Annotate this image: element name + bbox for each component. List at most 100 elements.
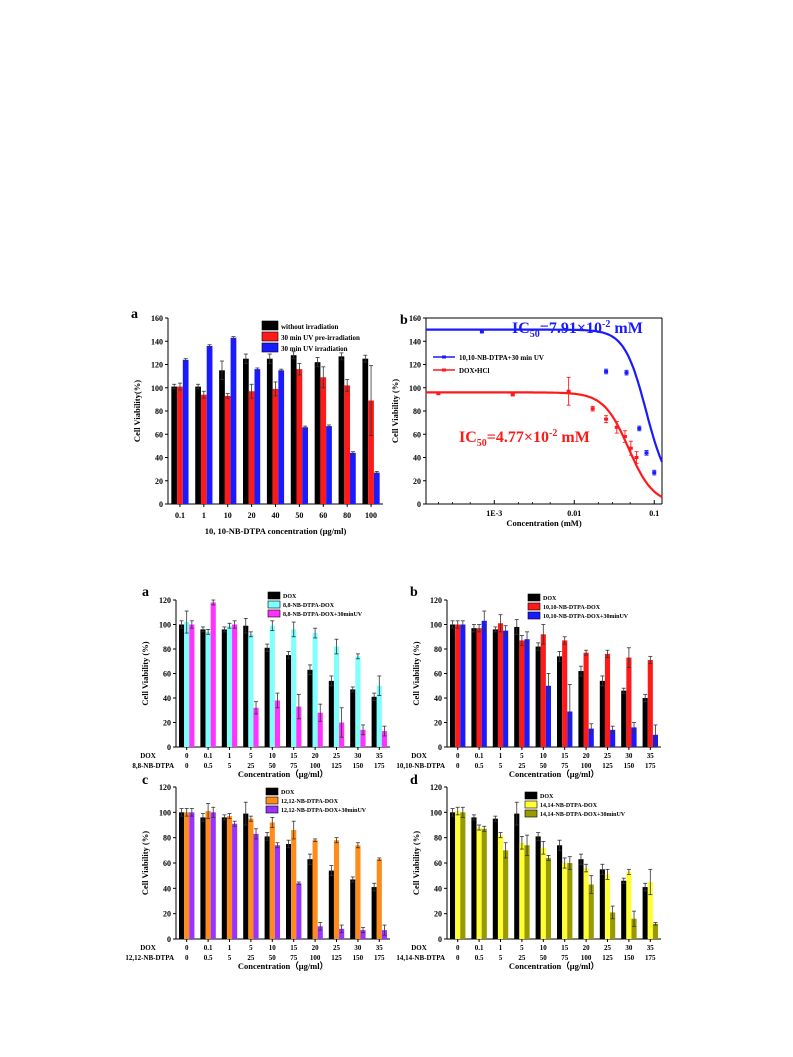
x-tick-label-row2: 100 [581, 762, 592, 770]
bar-12-12-nb-dtpa-dox-30minuv [317, 926, 323, 939]
error-bar [377, 857, 382, 861]
x-axis-label: Concentration（μg/ml） [238, 961, 328, 971]
bar-14-14-nb-dtpa-dox [519, 842, 525, 939]
bar-10-10-nb-dtpa-dox [497, 623, 504, 747]
bar-8-8-nb-dtpa-dox [248, 634, 254, 747]
bar-dox [200, 817, 206, 939]
error-bar [177, 382, 182, 391]
y-tick-label: 80 [163, 645, 171, 654]
y-tick-label: 0 [167, 935, 171, 944]
x-tick-label-row2: 100 [581, 954, 592, 962]
legend-label: DOX [540, 794, 554, 800]
y-tick-label: 120 [159, 596, 171, 605]
bar-14-14-nb-dtpa-dox [626, 871, 632, 939]
error-bar [584, 649, 589, 656]
data-point [604, 368, 609, 375]
x-tick-label-row2: 25 [247, 954, 255, 962]
bar-dox [264, 647, 270, 747]
error-bar [567, 856, 572, 870]
y-tick-label: 0 [417, 500, 421, 509]
bar-8-8-nb-dtpa-dox-30minuv [317, 712, 323, 747]
error-bar [648, 868, 653, 896]
x-tick-label: 15 [290, 944, 298, 952]
error-bar [493, 815, 498, 822]
x-tick-label-row2: 100 [310, 762, 321, 770]
error-bar [450, 620, 455, 629]
x-tick-label-row2: 0 [456, 954, 460, 962]
error-bar [291, 351, 296, 360]
error-bar [345, 379, 350, 392]
legend-swatch [265, 796, 279, 805]
x-tick-label: 0.1 [649, 509, 659, 518]
x-tick-label: 25 [604, 752, 612, 760]
error-bar [255, 367, 260, 371]
x-tick-label-row2: 150 [353, 762, 364, 770]
error-bar [327, 424, 332, 428]
error-bar [589, 875, 594, 894]
y-axis-label: Cell Viability (%) [411, 831, 421, 895]
bar-without-irradiation [219, 370, 225, 504]
bar-14-14-nb-dtpa-dox-30minuv [460, 812, 466, 939]
panel-label: a [131, 307, 138, 322]
bar-12-12-nb-dtpa-dox-30minuv [274, 845, 281, 939]
bar-10-10-nb-dtpa-dox-30minuv [460, 624, 466, 747]
y-tick-label: 100 [159, 621, 171, 630]
error-bar [307, 853, 312, 865]
y-tick-label: 100 [151, 384, 163, 393]
y-tick-label: 100 [159, 808, 171, 817]
error-bar [313, 627, 318, 639]
error-bar [460, 806, 465, 818]
error-bar [339, 352, 344, 361]
bar-10-10-nb-dtpa-dox-30minuv [588, 728, 594, 747]
bar-10-10-nb-dtpa-dox [562, 640, 568, 747]
y-tick-label: 40 [163, 694, 171, 703]
bar-dox [371, 887, 377, 939]
bar-8-8-nb-dtpa-dox-30minuv [360, 729, 366, 747]
x-tick-label-row2: 150 [624, 954, 635, 962]
error-bar [471, 814, 476, 821]
bar-dox [578, 671, 584, 747]
y-axis-label: Cell Viability(%) [132, 380, 142, 442]
x-tick-label: 0.1 [475, 944, 484, 952]
bar-8-8-nb-dtpa-dox-30minuv [189, 624, 195, 747]
ic50-sub: 50 [477, 438, 487, 449]
bar-14-14-nb-dtpa-dox [540, 847, 546, 939]
y-tick-label: 0 [159, 500, 163, 509]
x-row2-label: 12,12-NB-DTPA [125, 954, 174, 962]
error-bar [536, 832, 541, 841]
bar-dox [328, 680, 334, 747]
error-bar [279, 368, 284, 372]
x-tick-label: 30 [625, 944, 633, 952]
error-bar [525, 834, 530, 856]
bar-dox [642, 698, 648, 747]
y-axis-label: Cell Viability (%) [140, 831, 150, 895]
legend-swatch [265, 787, 279, 796]
error-bar [382, 924, 387, 936]
y-tick-label: 100 [409, 384, 421, 393]
y-tick-label: 20 [434, 910, 442, 919]
error-bar [318, 703, 323, 722]
error-bar [546, 855, 551, 861]
y-tick-label: 40 [413, 454, 421, 463]
x-tick-label-row2: 75 [561, 762, 569, 770]
y-axis-label: Cell Viability (%) [411, 641, 421, 705]
error-bar [498, 614, 503, 633]
error-bar [334, 638, 339, 655]
x-tick-label: 5 [520, 944, 524, 952]
bar-dox [178, 812, 185, 939]
legend-label: 30 min UV pre-irradiation [281, 334, 360, 342]
error-bar [286, 651, 291, 660]
error-bar [232, 620, 237, 629]
error-bar [482, 825, 487, 832]
error-bar [200, 626, 205, 633]
x-tick-label-row2: 0.5 [475, 762, 484, 770]
y-tick-label: 20 [163, 719, 171, 728]
error-bar [315, 357, 320, 368]
fit-curve [426, 328, 664, 463]
error-bar [372, 882, 377, 892]
bar-without-irradiation [290, 355, 297, 504]
y-tick-label: 160 [409, 314, 421, 323]
error-bar [514, 801, 519, 826]
error-bar [578, 853, 583, 865]
error-bar [455, 806, 460, 816]
